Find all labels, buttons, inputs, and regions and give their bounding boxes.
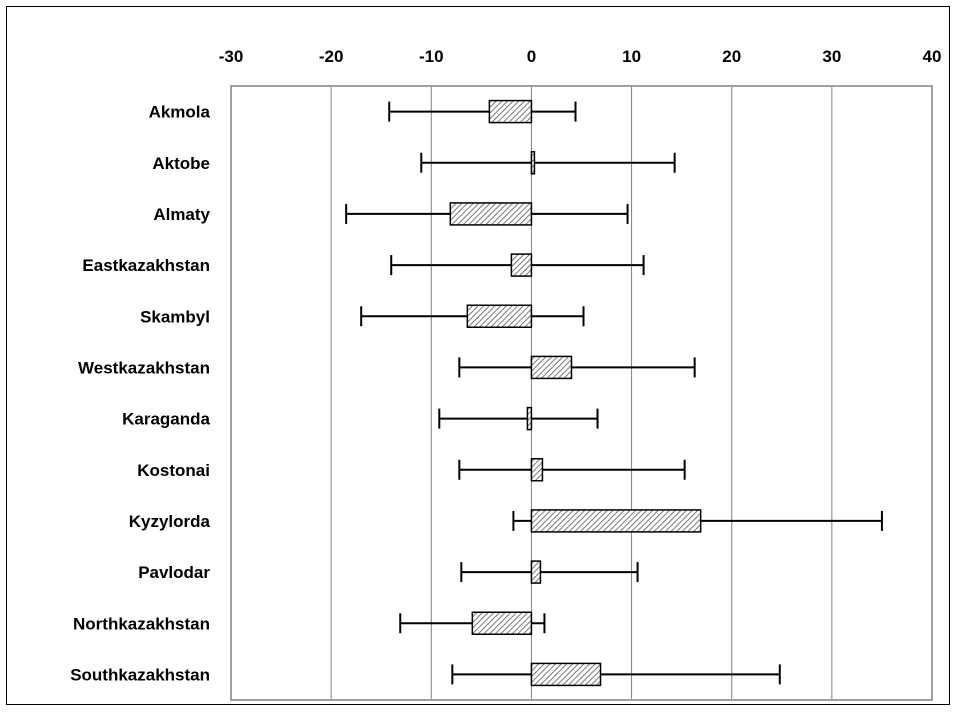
category-label: Westkazakhstan — [78, 358, 210, 377]
category-labels: Akmola Aktobe Almaty Eastkazakhstan Skambyl W… — [70, 103, 210, 685]
category-label: Southkazakhstan — [70, 665, 210, 684]
bar — [449, 202, 533, 226]
bar — [530, 355, 573, 380]
x-tick-label: -30 — [219, 47, 244, 66]
x-tick-label: 10 — [622, 47, 641, 66]
bars — [449, 99, 702, 687]
chart: -30 -20 -10 0 10 20 30 40 Akmola Aktobe Almaty Eas… — [70, 47, 942, 701]
bar — [530, 509, 702, 533]
category-label: Eastkazakhstan — [82, 256, 210, 275]
x-tick-label: 0 — [527, 47, 536, 66]
bar — [530, 458, 544, 482]
bar — [530, 151, 536, 175]
category-label: Pavlodar — [138, 563, 210, 582]
category-label: Aktobe — [152, 154, 210, 173]
x-axis-ticks: -30 -20 -10 0 10 20 30 40 — [219, 47, 942, 66]
bar — [488, 99, 533, 124]
bar — [466, 304, 533, 328]
category-label: Skambyl — [140, 307, 210, 326]
bar — [530, 560, 542, 584]
category-label: Kostonai — [137, 461, 210, 480]
x-tick-label: 20 — [722, 47, 741, 66]
category-label: Karaganda — [122, 410, 210, 429]
category-label: Akmola — [149, 103, 211, 122]
x-tick-label: -20 — [319, 47, 344, 66]
category-label: Kyzylorda — [129, 512, 211, 531]
bar — [471, 611, 533, 635]
category-label: Northkazakhstan — [73, 614, 210, 633]
error-bars — [345, 101, 883, 685]
x-tick-label: -10 — [419, 47, 444, 66]
chart-frame: -30 -20 -10 0 10 20 30 40 Akmola Aktobe Almaty Eas… — [6, 6, 950, 705]
bar — [530, 662, 602, 687]
x-tick-label: 40 — [923, 47, 942, 66]
plot-area-border — [230, 85, 933, 701]
category-label: Almaty — [153, 205, 210, 224]
bar — [510, 253, 533, 277]
gridlines — [230, 86, 933, 700]
bar — [526, 406, 533, 431]
x-tick-label: 30 — [822, 47, 841, 66]
